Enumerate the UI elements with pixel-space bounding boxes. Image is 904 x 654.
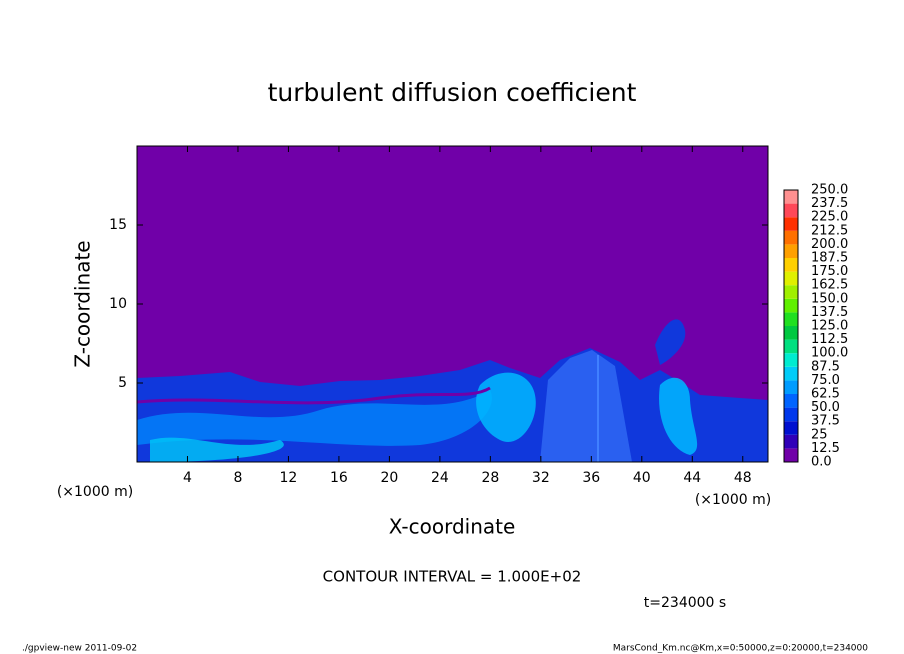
colorbar-label: 62.5 bbox=[811, 387, 840, 402]
colorbar-label: 37.5 bbox=[811, 414, 840, 429]
x-unit: (×1000 m) bbox=[695, 492, 771, 508]
colorbar-label: 125.0 bbox=[811, 319, 848, 334]
x-axis-label: X-coordinate bbox=[389, 515, 516, 539]
mixing-patch bbox=[659, 377, 698, 455]
x-tick-label: 32 bbox=[532, 470, 550, 486]
colorbar-band bbox=[784, 190, 798, 204]
x-tick-label: 8 bbox=[233, 470, 242, 486]
x-tick-label: 28 bbox=[481, 470, 499, 486]
time-label: t=234000 s bbox=[644, 595, 726, 611]
colorbar-band bbox=[784, 394, 798, 408]
y-tick-label: 5 bbox=[118, 375, 127, 391]
colorbar-label: 25 bbox=[811, 427, 828, 442]
x-tick-label: 4 bbox=[183, 470, 192, 486]
stable-stripe bbox=[136, 386, 491, 405]
colorbar-band bbox=[784, 312, 798, 326]
colorbar-label: 75.0 bbox=[811, 373, 840, 388]
colorbar-label: 50.0 bbox=[811, 400, 840, 415]
colorbar-label: 87.5 bbox=[811, 359, 840, 374]
x-tick-label: 40 bbox=[633, 470, 651, 486]
colorbar-label: 225.0 bbox=[811, 210, 848, 225]
colorbar-band bbox=[784, 353, 798, 367]
colorbar-band bbox=[784, 339, 798, 354]
footer-left: ./gpview-new 2011-09-02 bbox=[22, 644, 137, 654]
x-tick-label: 36 bbox=[582, 470, 600, 486]
y-axis-label: Z-coordinate bbox=[71, 240, 95, 367]
colorbar-label: 137.5 bbox=[811, 305, 848, 320]
colorbar-band bbox=[784, 285, 798, 299]
chart-title: turbulent diffusion coefficient bbox=[268, 78, 637, 107]
colorbar-band bbox=[784, 217, 798, 231]
colorbar-band bbox=[784, 271, 798, 286]
contour-interval: CONTOUR INTERVAL = 1.000E+02 bbox=[323, 568, 582, 586]
colorbar-label: 237.5 bbox=[811, 196, 848, 211]
colorbar-band bbox=[784, 230, 798, 245]
colorbar-band bbox=[784, 203, 798, 218]
colorbar-band bbox=[784, 407, 798, 422]
colorbar-band bbox=[784, 434, 798, 449]
colorbar-label: 150.0 bbox=[811, 291, 848, 306]
x-tick-label: 24 bbox=[431, 470, 449, 486]
dome bbox=[540, 350, 632, 462]
footer-right: MarsCond_Km.nc@Km,x=0:50000,z=0:20000,t=… bbox=[613, 644, 868, 654]
colorbar-label: 212.5 bbox=[811, 223, 848, 238]
y-tick-label: 15 bbox=[109, 217, 127, 233]
colorbar-label: 0.0 bbox=[811, 455, 832, 470]
x-tick-label: 16 bbox=[330, 470, 348, 486]
mixing-patch bbox=[476, 372, 536, 442]
colorbar-label: 175.0 bbox=[811, 264, 848, 279]
colorbar-band bbox=[784, 258, 798, 272]
colorbar-band bbox=[784, 380, 798, 394]
colorbar-band bbox=[784, 298, 798, 313]
colorbar-label: 250.0 bbox=[811, 183, 848, 198]
colorbar-band bbox=[784, 421, 798, 435]
colorbar-label: 200.0 bbox=[811, 237, 848, 252]
mixing-band bbox=[137, 390, 492, 446]
colorbar-band bbox=[784, 448, 798, 462]
x-tick-label: 44 bbox=[683, 470, 701, 486]
colorbar-label: 100.0 bbox=[811, 346, 848, 361]
colorbar-label: 162.5 bbox=[811, 278, 848, 293]
mixing-patch bbox=[150, 437, 284, 462]
x-tick-label: 48 bbox=[734, 470, 752, 486]
colorbar-label: 187.5 bbox=[811, 251, 848, 266]
colorbar-label: 112.5 bbox=[811, 332, 848, 347]
colorbar-label: 12.5 bbox=[811, 441, 840, 456]
colorbar-band bbox=[784, 366, 798, 381]
field bbox=[136, 146, 768, 462]
y-tick-label: 10 bbox=[109, 296, 127, 312]
colorbar-band bbox=[784, 244, 798, 258]
y-unit: (×1000 m) bbox=[57, 484, 133, 500]
colorbar-band bbox=[784, 326, 798, 340]
mixing-patch bbox=[655, 319, 686, 365]
x-tick-label: 12 bbox=[280, 470, 298, 486]
colorbar-outline bbox=[783, 189, 799, 463]
x-tick-label: 20 bbox=[380, 470, 398, 486]
